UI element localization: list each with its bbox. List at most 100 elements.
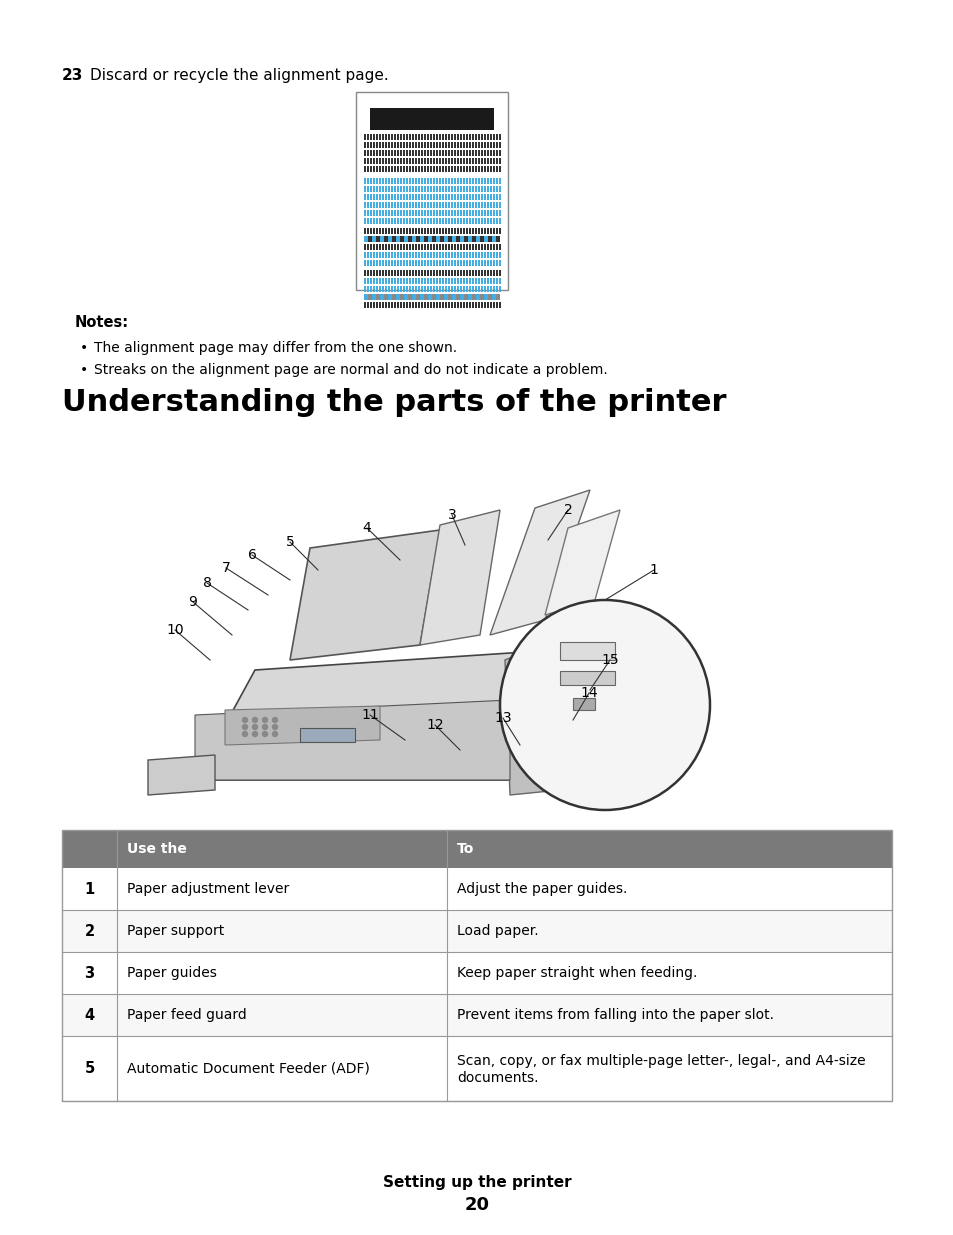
Text: 2: 2 xyxy=(563,503,572,517)
Bar xyxy=(490,135,492,140)
Bar xyxy=(475,149,476,156)
Bar xyxy=(402,219,405,224)
Bar xyxy=(388,203,390,207)
Bar xyxy=(385,228,387,233)
Bar xyxy=(438,228,440,233)
Bar xyxy=(391,135,393,140)
Bar xyxy=(417,178,419,184)
Bar xyxy=(469,252,471,258)
Bar xyxy=(465,158,468,164)
Bar xyxy=(433,194,435,200)
Bar xyxy=(480,186,482,191)
Bar xyxy=(454,158,456,164)
Bar xyxy=(444,149,447,156)
Bar xyxy=(420,186,422,191)
Text: 4: 4 xyxy=(362,521,371,535)
Text: 1: 1 xyxy=(649,563,658,577)
Bar xyxy=(373,186,375,191)
Bar xyxy=(456,236,459,242)
Bar xyxy=(483,178,485,184)
Bar xyxy=(498,245,500,249)
Bar xyxy=(496,252,497,258)
Bar xyxy=(402,203,405,207)
Bar xyxy=(412,261,414,266)
Bar xyxy=(462,194,464,200)
Bar xyxy=(384,294,388,300)
Bar xyxy=(451,261,453,266)
Bar xyxy=(381,178,384,184)
Bar xyxy=(477,261,479,266)
Bar xyxy=(427,210,429,216)
Bar xyxy=(420,303,422,308)
Bar xyxy=(480,178,482,184)
Bar xyxy=(441,135,443,140)
Bar xyxy=(409,210,411,216)
Bar xyxy=(381,194,384,200)
Bar xyxy=(469,135,471,140)
Bar xyxy=(493,270,495,275)
Bar xyxy=(436,219,437,224)
Bar xyxy=(465,194,468,200)
Bar xyxy=(409,245,411,249)
Bar xyxy=(475,165,476,172)
Bar xyxy=(430,261,432,266)
Text: The alignment page may differ from the one shown.: The alignment page may differ from the o… xyxy=(94,341,456,354)
Bar xyxy=(391,203,393,207)
Bar xyxy=(420,135,422,140)
Bar xyxy=(378,165,380,172)
Bar xyxy=(486,194,489,200)
Bar xyxy=(364,186,366,191)
Bar xyxy=(392,294,395,300)
Bar xyxy=(483,278,485,284)
Bar xyxy=(409,186,411,191)
Bar xyxy=(364,149,366,156)
Bar xyxy=(456,228,458,233)
Bar xyxy=(438,165,440,172)
Bar xyxy=(375,219,377,224)
Bar xyxy=(399,245,401,249)
Bar xyxy=(364,270,366,275)
Bar xyxy=(375,210,377,216)
Bar xyxy=(451,228,453,233)
Bar xyxy=(406,158,408,164)
Bar xyxy=(373,135,375,140)
Bar xyxy=(427,165,429,172)
Bar xyxy=(423,165,426,172)
Bar xyxy=(444,210,447,216)
Bar xyxy=(441,158,443,164)
Bar xyxy=(477,252,479,258)
Bar xyxy=(399,219,401,224)
Circle shape xyxy=(262,731,267,736)
Bar xyxy=(423,228,426,233)
Bar xyxy=(477,203,479,207)
Bar xyxy=(456,219,458,224)
Bar xyxy=(438,219,440,224)
Bar xyxy=(483,228,485,233)
Bar xyxy=(388,228,390,233)
Bar xyxy=(463,294,468,300)
Bar xyxy=(472,210,474,216)
Bar xyxy=(381,287,384,291)
Bar xyxy=(391,270,393,275)
Bar xyxy=(381,149,384,156)
Bar xyxy=(373,149,375,156)
Bar xyxy=(395,294,399,300)
Bar xyxy=(477,194,479,200)
Bar xyxy=(409,178,411,184)
Bar xyxy=(373,194,375,200)
Bar xyxy=(402,270,405,275)
Bar xyxy=(469,278,471,284)
Bar xyxy=(477,219,479,224)
Bar xyxy=(451,149,453,156)
Bar xyxy=(462,245,464,249)
Bar xyxy=(465,135,468,140)
Bar xyxy=(370,158,372,164)
Bar xyxy=(415,135,416,140)
Bar xyxy=(375,178,377,184)
Bar xyxy=(430,194,432,200)
Bar xyxy=(388,186,390,191)
Bar xyxy=(456,203,458,207)
Bar xyxy=(462,252,464,258)
Bar xyxy=(454,149,456,156)
Bar xyxy=(373,219,375,224)
